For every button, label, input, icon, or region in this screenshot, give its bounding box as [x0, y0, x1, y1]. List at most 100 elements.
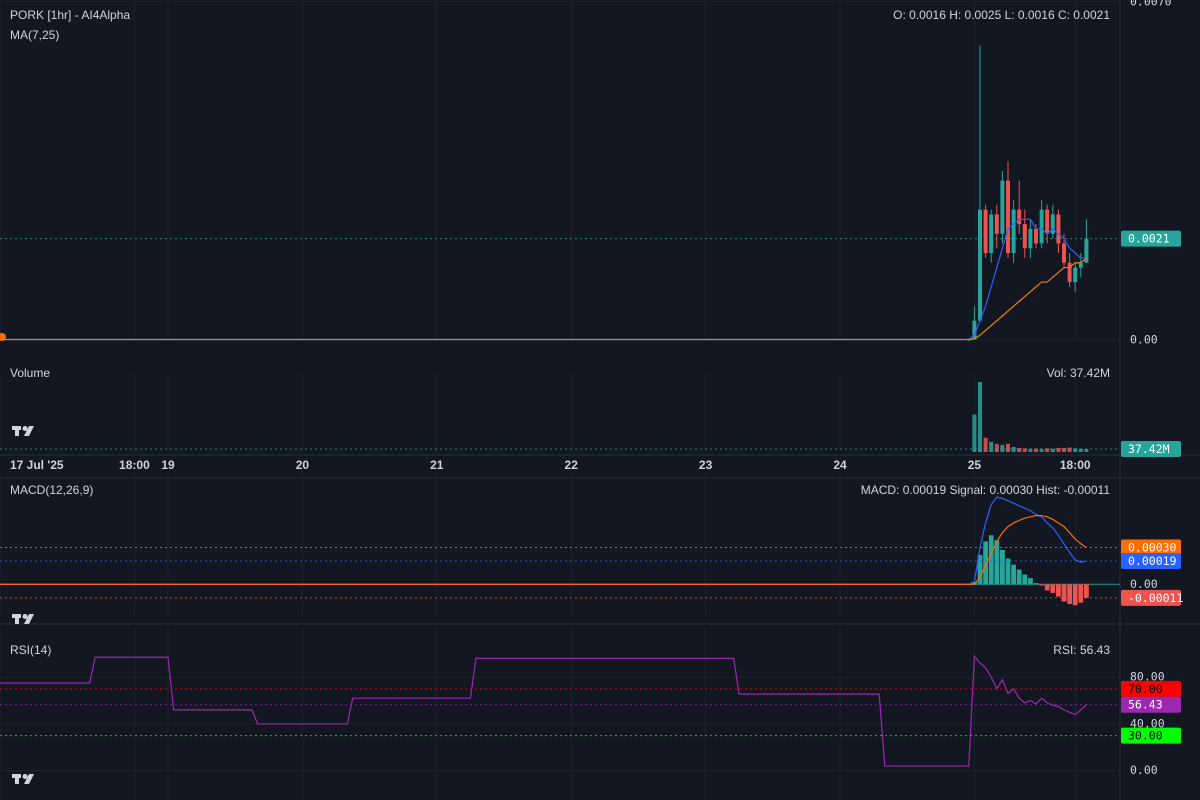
pane-title: RSI(14) [10, 643, 51, 657]
volume-bar [983, 437, 988, 452]
candle-body [1034, 228, 1038, 244]
histogram-bar [1050, 584, 1056, 593]
histogram-bar [1056, 584, 1061, 597]
volume-bar [1017, 447, 1022, 452]
volume-bar [1078, 448, 1083, 452]
histogram-bar [1078, 584, 1084, 603]
x-tick-label: 19 [161, 458, 175, 472]
volume-bar [1073, 448, 1078, 452]
badge-label: 56.43 [1128, 698, 1163, 712]
volume-bar [1045, 448, 1050, 452]
x-tick-label: 20 [296, 458, 310, 472]
candle-body [1011, 209, 1016, 254]
logo [12, 774, 34, 784]
volume-bar [978, 382, 982, 452]
ma-line [0, 218, 1087, 341]
x-tick-label: 18:00 [119, 458, 150, 472]
pane-readout: Vol: 37.42M [1047, 366, 1110, 380]
histogram-bar [1033, 583, 1039, 585]
macd-line [0, 496, 1087, 585]
price-badge [1121, 589, 1181, 606]
candle-body [994, 214, 999, 234]
candle-body [1078, 262, 1083, 268]
ma-line [0, 257, 1087, 341]
histogram-bar [1039, 584, 1044, 586]
histogram-bar [977, 554, 983, 585]
pane-title: MACD(12,26,9) [10, 483, 93, 497]
badge-label: 70.00 [1128, 682, 1163, 696]
volume-bar [1034, 448, 1038, 452]
indicator-label: MA(7,25) [10, 28, 59, 42]
histogram-bar [1016, 569, 1022, 585]
candle-body [1022, 224, 1027, 249]
histogram-bar [1022, 574, 1028, 585]
y-tick-label: 0.00 [1130, 333, 1158, 347]
candle-body [989, 214, 994, 254]
chart-title: PORK [1hr] - AI4Alpha [10, 8, 130, 22]
histogram-bar [1061, 584, 1067, 602]
histogram-bar [988, 535, 994, 585]
price-badge [1121, 539, 1181, 556]
histogram-bar [1072, 584, 1078, 606]
candle-body [1017, 209, 1022, 225]
candle-body [1067, 262, 1072, 283]
volume-bar [1067, 447, 1072, 452]
badge-label: -0.00011 [1128, 591, 1183, 605]
candle-body [983, 209, 988, 254]
volume-bar [1062, 448, 1066, 452]
volume-bar [972, 414, 977, 452]
volume-bar [1084, 448, 1089, 452]
price-badge [1121, 440, 1181, 457]
histogram-bar [983, 541, 988, 585]
volume-bar [994, 443, 999, 452]
badge-label: 0.00019 [1128, 554, 1177, 568]
candle-body [1084, 238, 1089, 263]
volume-bar [1011, 446, 1016, 452]
candle-body [1062, 243, 1066, 263]
histogram-bar [1084, 584, 1089, 598]
candle-body [978, 209, 982, 321]
y-tick-label: 0.0070 [1130, 0, 1172, 9]
candle-body [1039, 209, 1044, 244]
price-badge [1121, 680, 1181, 697]
volume-bar [1006, 443, 1010, 452]
histogram-bar [994, 540, 1000, 585]
pane-title: Volume [10, 366, 50, 380]
signal-line [0, 514, 1087, 585]
histogram-bar [1011, 564, 1016, 585]
volume-bar [1050, 448, 1055, 452]
candle-body [1073, 267, 1078, 283]
volume-bar [1028, 448, 1033, 452]
badge-label: 0.0021 [1128, 232, 1170, 246]
y-tick-label: 0.00 [1130, 763, 1158, 777]
x-tick-label: 25 [968, 458, 982, 472]
pane-readout: MACD: 0.00019 Signal: 0.00030 Hist: -0.0… [861, 483, 1111, 497]
badge-label: 0.00030 [1128, 541, 1177, 555]
badge-label: 37.42M [1128, 442, 1170, 456]
pane-readout: RSI: 56.43 [1053, 643, 1110, 657]
ohlc-readout: O: 0.0016 H: 0.0025 L: 0.0016 C: 0.0021 [893, 8, 1110, 22]
candle-body [1006, 180, 1010, 254]
marker-dot [0, 333, 6, 341]
candle-body [1000, 180, 1005, 234]
histogram-bar [1067, 584, 1072, 604]
volume-bar [1022, 448, 1027, 452]
price-badge [1121, 230, 1181, 247]
histogram-bar [1028, 578, 1033, 585]
x-tick-label: 23 [699, 458, 713, 472]
price-badge [1121, 727, 1181, 744]
x-tick-label: 24 [833, 458, 847, 472]
x-tick-label: 22 [565, 458, 579, 472]
volume-bar [1039, 448, 1044, 452]
logo [12, 614, 34, 624]
badge-label: 30.00 [1128, 729, 1163, 743]
candle-body [1050, 214, 1055, 234]
price-badge [1121, 696, 1181, 713]
y-tick-label: 0.00 [1130, 577, 1158, 591]
histogram-bar [1000, 549, 1005, 585]
x-tick-label: 17 Jul '25 [10, 458, 64, 472]
